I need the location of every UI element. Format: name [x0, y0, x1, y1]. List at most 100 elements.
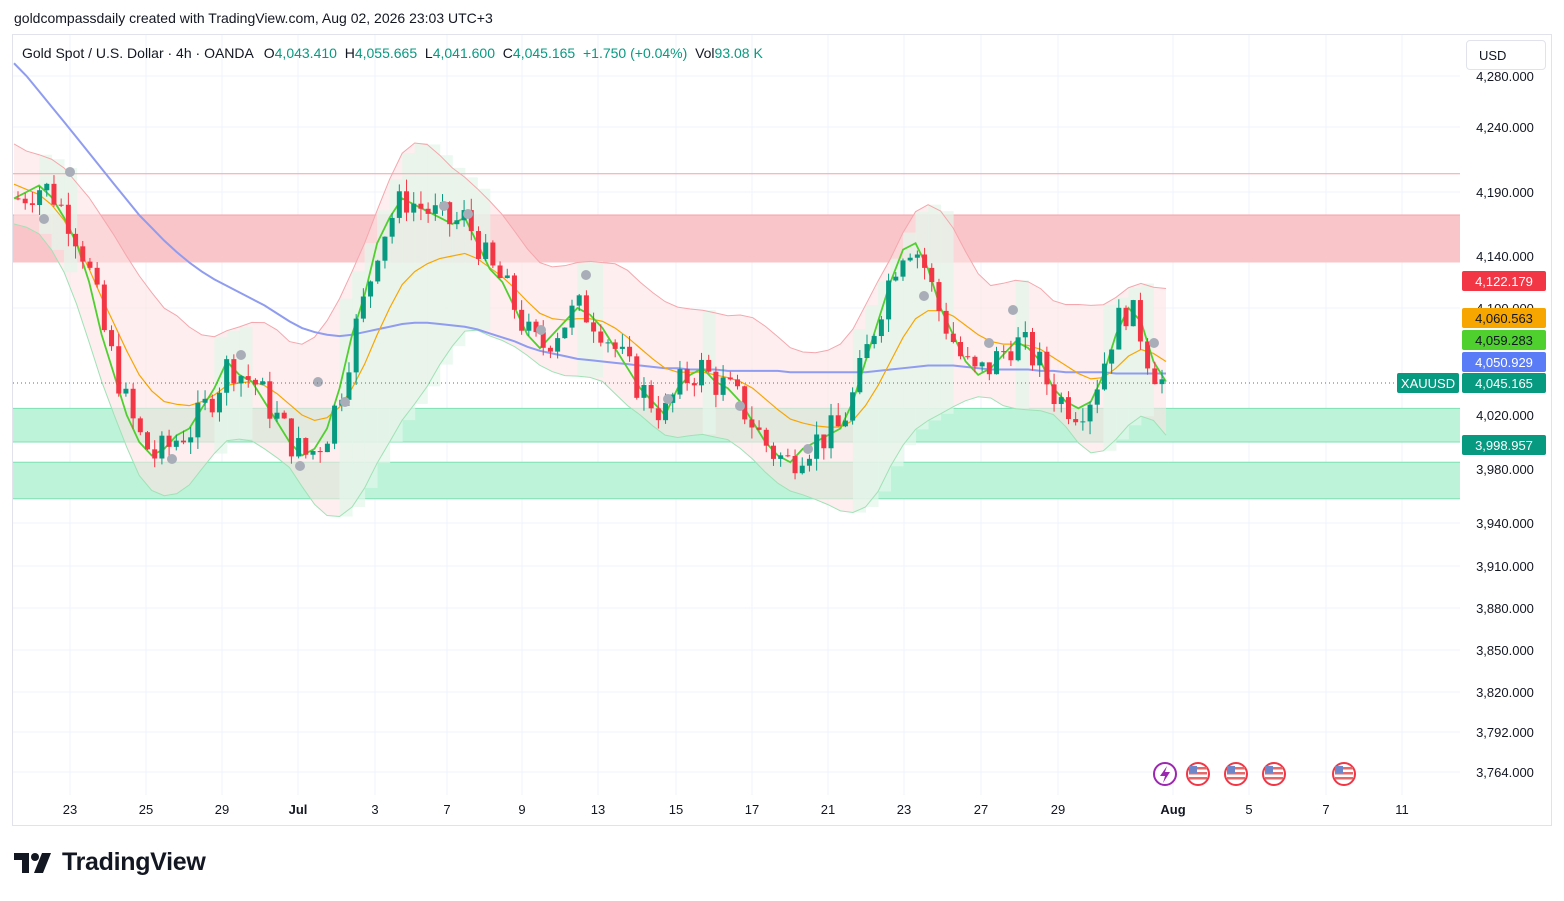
candle [770, 442, 776, 466]
price-label: 3,998.957 [1462, 435, 1546, 455]
candle [1116, 299, 1122, 350]
candle [727, 371, 733, 381]
candle [65, 192, 71, 247]
x-tick-label: 17 [745, 802, 759, 817]
candle [447, 201, 453, 237]
band-fill-up [39, 154, 53, 234]
us-flag-icon[interactable] [1224, 762, 1248, 786]
candle [188, 426, 194, 454]
volume-label: Vol [695, 45, 715, 61]
us-flag-icon[interactable] [1332, 762, 1356, 786]
candle [1152, 361, 1158, 385]
candle [850, 387, 856, 425]
y-tick-label: 3,820.000 [1476, 685, 1534, 700]
y-axis[interactable]: 4,280.0004,240.0004,190.0004,140.0004,10… [1476, 69, 1534, 780]
candle [418, 191, 424, 221]
candle [80, 240, 86, 269]
candle [648, 380, 654, 413]
candle [432, 193, 438, 221]
candle [828, 403, 834, 459]
candle [375, 259, 381, 284]
close-label: C [502, 45, 513, 61]
candle [677, 360, 683, 399]
candle [245, 364, 251, 388]
price-label-text: 4,122.179 [1475, 274, 1533, 289]
marker-dot [735, 401, 745, 411]
candle [871, 334, 877, 349]
candle [763, 427, 769, 453]
candle [555, 332, 561, 359]
candle [929, 263, 935, 292]
x-axis[interactable]: 23 25 29 Jul 3 7 9 13 15 17 21 23 27 29 Aug 5 7 11 [63, 802, 1409, 817]
band-fill-up [339, 298, 353, 517]
candle [799, 457, 805, 475]
candle [519, 300, 525, 335]
y-tick-label: 3,792.000 [1476, 725, 1534, 740]
candle [1123, 305, 1129, 331]
x-tick-label: 27 [974, 802, 988, 817]
lightning-icon[interactable] [1153, 762, 1177, 786]
candle [986, 362, 992, 381]
x-tick-label: Aug [1160, 802, 1185, 817]
candle [821, 434, 827, 460]
candle [411, 192, 417, 222]
candle [51, 175, 57, 207]
band-fill-up [427, 144, 441, 387]
candle [655, 396, 661, 429]
us-flag-icon[interactable] [1262, 762, 1286, 786]
candle [994, 346, 1000, 375]
marker-dot [463, 209, 473, 219]
candle [44, 182, 50, 197]
candle [1058, 392, 1064, 413]
candle [238, 374, 244, 397]
candle [1001, 345, 1007, 359]
bollinger-bands [13, 142, 1167, 518]
candle [504, 268, 510, 279]
candle [749, 406, 755, 439]
x-tick-label: 21 [821, 802, 835, 817]
candle [303, 437, 309, 459]
candles [15, 175, 1165, 480]
candle [965, 346, 971, 360]
candle [274, 401, 280, 422]
candle [835, 403, 841, 427]
candle [979, 361, 985, 372]
candle [15, 191, 21, 201]
band-fill-up [452, 167, 466, 347]
band-fill-up [364, 243, 378, 488]
marker-dot [313, 377, 323, 387]
candle [202, 390, 208, 411]
price-label-text: 3,998.957 [1475, 438, 1533, 453]
band-fill-up [51, 159, 65, 250]
candle [684, 361, 690, 391]
candle [123, 382, 129, 397]
candle [598, 324, 604, 347]
candle [231, 354, 237, 392]
symbol-title[interactable]: Gold Spot / U.S. Dollar · 4h · OANDA [22, 45, 254, 61]
marker-dot [65, 167, 75, 177]
band-fill-up [377, 210, 391, 464]
candle [641, 377, 647, 411]
candle [1087, 401, 1093, 435]
y-tick-label: 3,764.000 [1476, 765, 1534, 780]
candle [425, 202, 431, 223]
candle [706, 354, 712, 373]
candle [332, 404, 338, 450]
candle [720, 365, 726, 401]
candle [1145, 338, 1151, 375]
candle [547, 345, 553, 359]
x-tick-label: 3 [371, 802, 378, 817]
x-tick-label: 5 [1245, 802, 1252, 817]
symbol-tag: XAUUSD [1401, 376, 1455, 391]
us-flag-icon[interactable] [1186, 762, 1210, 786]
marker-dot [1008, 305, 1018, 315]
candle [317, 447, 323, 463]
candle [252, 378, 258, 396]
currency-button[interactable]: USD [1466, 40, 1546, 70]
candle [454, 211, 460, 230]
candle [619, 334, 625, 355]
economic-events[interactable] [1153, 762, 1356, 786]
candle [569, 299, 575, 336]
candle [180, 430, 186, 445]
